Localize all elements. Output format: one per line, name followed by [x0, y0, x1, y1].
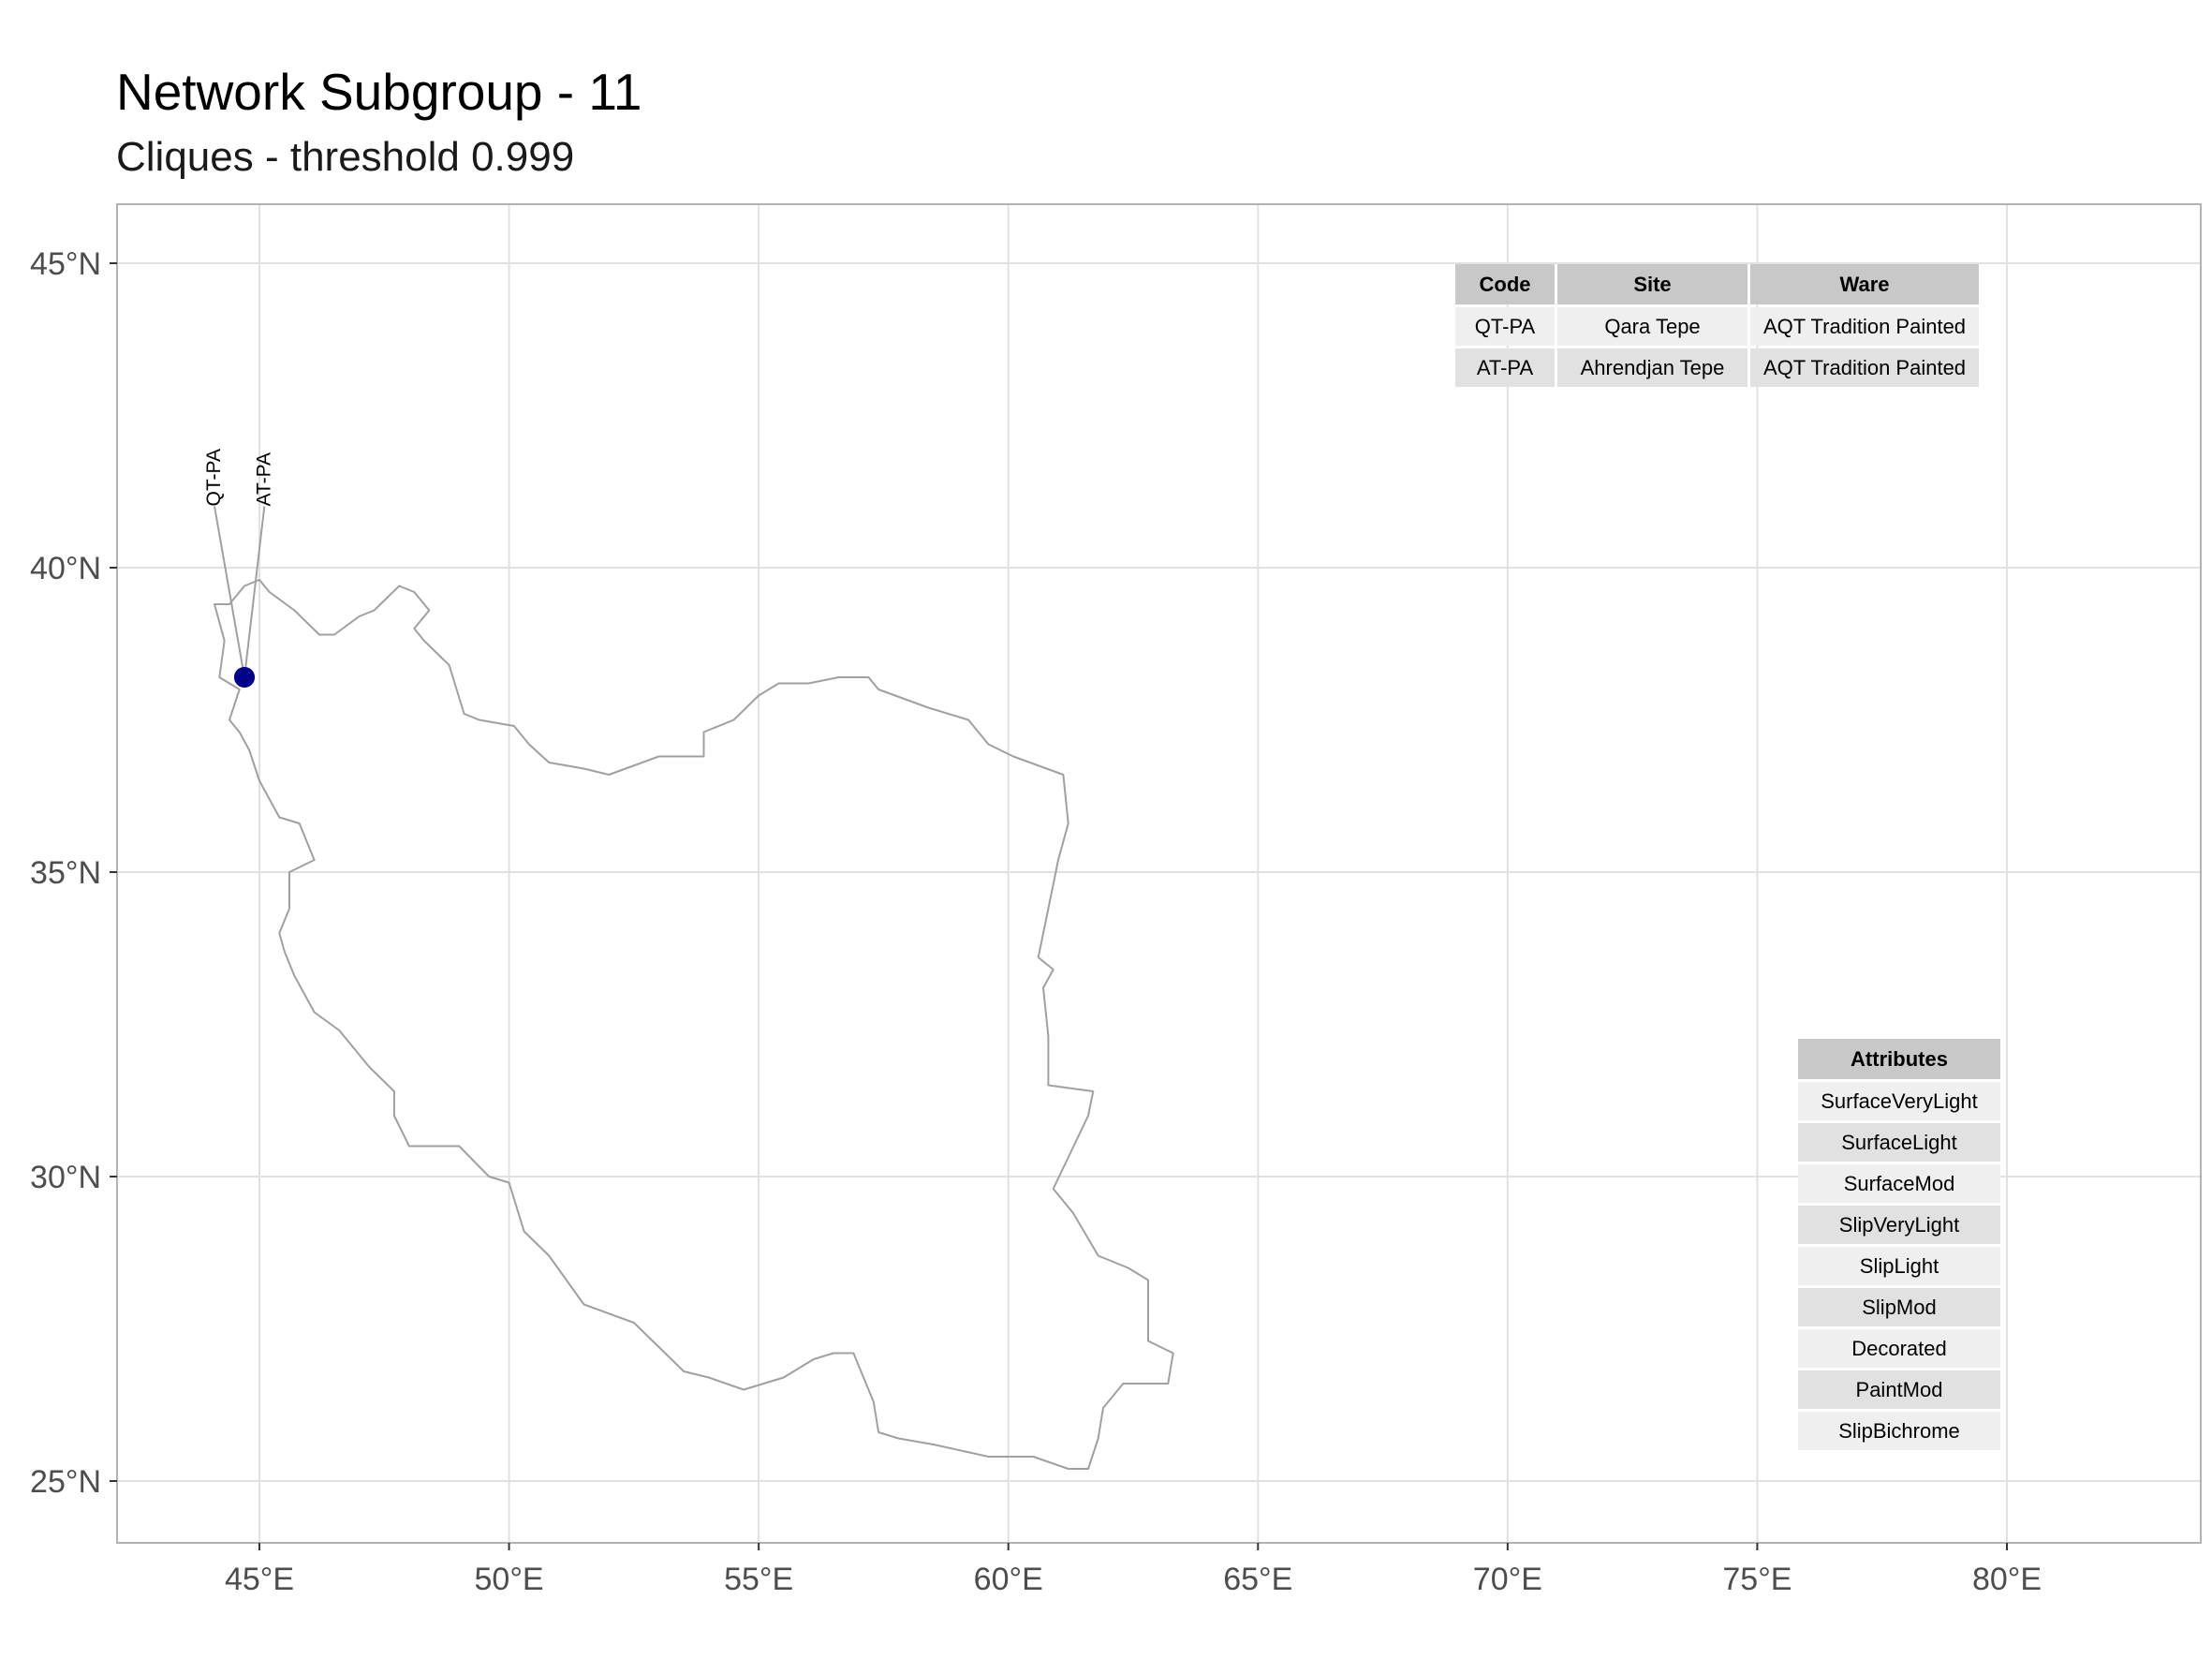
x-tick-label: 70°E: [1473, 1562, 1542, 1597]
x-tick-label: 45°E: [225, 1562, 294, 1597]
site-table: Code Site Ware QT-PA Qara Tepe AQT Tradi…: [1453, 261, 1982, 390]
label-leader-line: [243, 506, 266, 678]
attributes-table-header: Attributes: [1798, 1039, 2000, 1079]
x-tick-label: 80°E: [1972, 1562, 2042, 1597]
table-cell: AT-PA: [1455, 348, 1555, 387]
country-outline: [214, 579, 1174, 1470]
site-points: [234, 667, 256, 688]
y-tick-label: 35°N: [30, 855, 101, 891]
site-label: QT-PA: [203, 449, 225, 506]
y-tick-label: 45°N: [30, 246, 101, 282]
table-row: SurfaceLight: [1798, 1123, 2000, 1162]
table-cell: PaintMod: [1798, 1370, 2000, 1409]
y-tick-label: 40°N: [30, 551, 101, 586]
column-header: Code: [1455, 264, 1555, 304]
table-row: SurfaceVeryLight: [1798, 1082, 2000, 1120]
chart-subtitle: Cliques - threshold 0.999: [116, 134, 575, 180]
site-labels: QT-PA AT-PA: [203, 449, 274, 678]
y-tick-label: 30°N: [30, 1160, 101, 1195]
table-cell: SurfaceLight: [1798, 1123, 2000, 1162]
site-table-header: Code Site Ware: [1455, 264, 1980, 304]
x-tick-label: 60°E: [974, 1562, 1043, 1597]
table-row: AT-PA Ahrendjan Tepe AQT Tradition Paint…: [1455, 348, 1980, 387]
country-border: [214, 579, 1174, 1470]
table-row: PaintMod: [1798, 1370, 2000, 1409]
graticule: [117, 204, 2201, 1543]
panel-frame: [116, 203, 2202, 1544]
table-cell: Ahrendjan Tepe: [1557, 348, 1747, 387]
y-tick-label: 25°N: [30, 1464, 101, 1500]
table-cell: SlipVeryLight: [1798, 1206, 2000, 1244]
table-cell: Qara Tepe: [1557, 307, 1747, 346]
table-row: Decorated: [1798, 1329, 2000, 1368]
site-point: [234, 667, 256, 688]
column-header: Site: [1557, 264, 1747, 304]
table-cell: SlipBichrome: [1798, 1412, 2000, 1450]
table-cell: Decorated: [1798, 1329, 2000, 1368]
table-row: SlipLight: [1798, 1247, 2000, 1285]
table-cell: SurfaceMod: [1798, 1164, 2000, 1203]
column-header: Ware: [1750, 264, 1980, 304]
chart-title: Network Subgroup - 11: [116, 63, 642, 121]
x-tick-label: 75°E: [1722, 1562, 1792, 1597]
table-row: SlipBichrome: [1798, 1412, 2000, 1450]
table-cell: SurfaceVeryLight: [1798, 1082, 2000, 1120]
table-cell: QT-PA: [1455, 307, 1555, 346]
table-row: SurfaceMod: [1798, 1164, 2000, 1203]
table-cell: SlipLight: [1798, 1247, 2000, 1285]
x-tick-label: 55°E: [724, 1562, 793, 1597]
table-row: QT-PA Qara Tepe AQT Tradition Painted: [1455, 307, 1980, 346]
column-header: Attributes: [1798, 1039, 2000, 1079]
table-row: SlipMod: [1798, 1288, 2000, 1326]
attributes-table: Attributes SurfaceVeryLight SurfaceLight…: [1795, 1036, 2003, 1453]
table-cell: SlipMod: [1798, 1288, 2000, 1326]
label-leader-line: [214, 506, 245, 678]
x-tick-label: 50°E: [475, 1562, 544, 1597]
table-cell: AQT Tradition Painted: [1750, 348, 1980, 387]
site-label: AT-PA: [253, 452, 274, 507]
table-cell: AQT Tradition Painted: [1750, 307, 1980, 346]
table-row: SlipVeryLight: [1798, 1206, 2000, 1244]
axis-labels: 45°E 50°E 55°E 60°E 65°E 70°E 75°E 80°E 45°N 40°N…: [30, 246, 2042, 1597]
x-tick-label: 65°E: [1223, 1562, 1292, 1597]
